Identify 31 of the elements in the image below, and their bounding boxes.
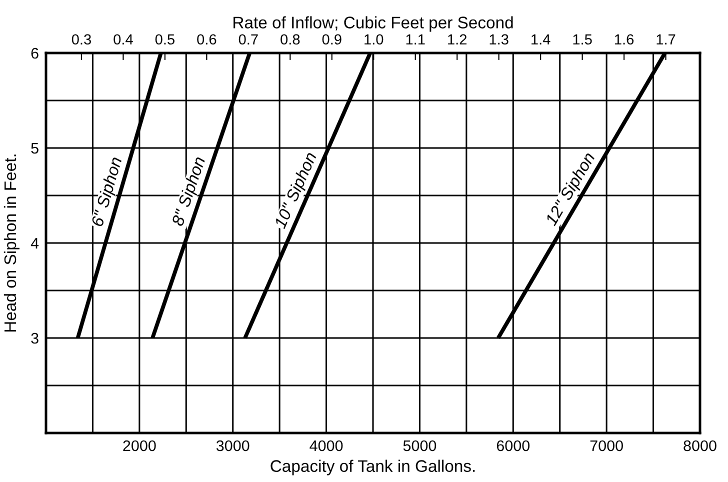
x2-tick-label: 1.3: [490, 34, 508, 45]
x2-tick-label: 0.6: [197, 34, 216, 45]
x-tick-label: 3000: [216, 440, 250, 452]
y-tick-label: 5: [31, 143, 38, 154]
x2-tick-label: 1.4: [532, 34, 550, 44]
y-tick-label: 6: [31, 48, 38, 59]
x-tick-label: 6000: [496, 440, 530, 452]
x2-tick-label: 1.5: [573, 34, 592, 45]
x-tick-label: 4000: [310, 440, 343, 452]
x2-tick-label: 1.6: [615, 34, 634, 45]
x-axis-title: Capacity of Tank in Gallons.: [270, 460, 475, 476]
text: 8" Siphon: [170, 156, 208, 228]
x2-tick-label: 1.1: [406, 34, 425, 44]
x2-tick-label: 0.3: [72, 34, 91, 45]
x2-tick-label: 0.7: [238, 34, 258, 45]
x-tick-label: 7000: [590, 440, 623, 452]
x2-axis-title: Rate of Inflow; Cubic Feet per Second: [234, 16, 513, 32]
x2-tick-label: 1.0: [364, 34, 384, 45]
text: 6" Siphon: [90, 156, 126, 228]
x2-tick-label: 0.9: [322, 34, 342, 45]
x2-tick-label: 0.4: [114, 34, 133, 45]
x-tick-label: 5000: [403, 440, 436, 452]
y-tick-label: 3: [31, 332, 38, 344]
y-axis-title: Head on Siphon in Feet.: [4, 154, 20, 332]
x2-tick-label: 0.8: [280, 34, 300, 45]
y-tick-label: 4: [30, 238, 39, 249]
x2-tick-label: 1.2: [448, 34, 467, 44]
x-tick-label: 8000: [684, 440, 716, 452]
x-tick-label: 2000: [123, 440, 156, 452]
x2-tick-label: 0.5: [155, 34, 174, 45]
x2-tick-label: 1.7: [656, 34, 676, 44]
